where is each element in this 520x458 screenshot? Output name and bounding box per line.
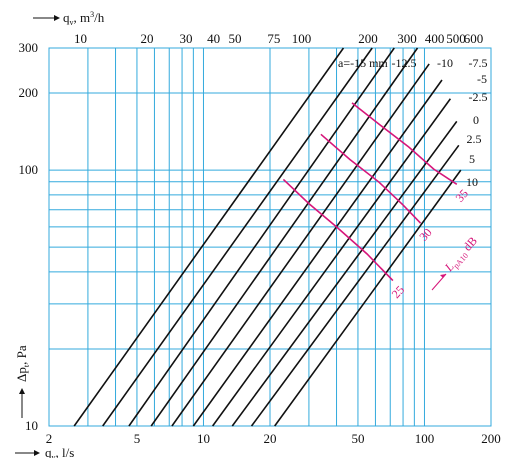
- sound-level-curve: [282, 178, 394, 282]
- series-line: [192, 79, 443, 427]
- x2-axis-arrowhead: [54, 15, 60, 21]
- x-tick-label: 50: [351, 431, 364, 446]
- x-axis-arrowhead: [34, 450, 40, 456]
- x2-tick-label: 10: [74, 31, 87, 46]
- x2-tick-label: 300: [397, 31, 417, 46]
- series-label: 10: [466, 175, 478, 189]
- y-tick-label: 10: [25, 418, 38, 433]
- x2-tick-label: 400: [425, 31, 445, 46]
- series-label: -12.5: [392, 56, 417, 70]
- series-label: -2.5: [469, 90, 488, 104]
- series-line: [102, 47, 373, 427]
- x2-tick-label: 20: [141, 31, 154, 46]
- x2-tick-label: 40: [207, 31, 220, 46]
- series-label: 2.5: [467, 132, 482, 146]
- x2-tick-label: 100: [292, 31, 312, 46]
- x2-tick-label: 30: [179, 31, 192, 46]
- y-tick-label: 200: [19, 85, 39, 100]
- sound-label-arrowhead: [440, 274, 446, 278]
- series-line: [274, 169, 462, 427]
- x2-tick-label: 600: [464, 31, 484, 46]
- x2-tick-label: 75: [267, 31, 280, 46]
- series-label: -7.5: [469, 56, 488, 70]
- x-axis-label: qv, l/s: [45, 445, 74, 458]
- axis-labels: qv, m3/h qv, l/s Δpt, Pa: [14, 10, 105, 458]
- plot-frame: [48, 47, 492, 427]
- series-line: [171, 63, 430, 427]
- series-label: -10: [437, 56, 453, 70]
- x2-tick-label: 50: [229, 31, 242, 46]
- y-tick-label: 100: [19, 162, 39, 177]
- series-line: [73, 47, 345, 427]
- x-tick-label: 100: [415, 431, 435, 446]
- series-labels: a=-15 mm -12.5 -10 -7.5 -5 -2.5 0 2.5 5 10: [338, 56, 488, 189]
- series-label: 5: [469, 152, 475, 166]
- x2-tick-label: 500: [446, 31, 466, 46]
- series-line: [211, 98, 452, 427]
- x2-axis-label: qv, m3/h: [63, 10, 105, 27]
- x-tick-label: 2: [46, 431, 53, 446]
- series-line: [231, 120, 458, 427]
- x-tick-label: 5: [134, 431, 141, 446]
- sound-level-curve: [320, 133, 422, 224]
- x2-tick-label: 200: [358, 31, 378, 46]
- sound-level-label: 25: [389, 283, 407, 301]
- y-axis-arrowhead: [19, 388, 25, 394]
- series-line: [150, 47, 419, 427]
- y-axis-label: Δpt, Pa: [14, 345, 31, 382]
- sound-level-curve: [351, 102, 458, 185]
- sound-level-label: 35: [453, 186, 471, 204]
- x-tick-label: 20: [264, 431, 277, 446]
- series-label: 0: [473, 113, 479, 127]
- grid: [48, 47, 492, 427]
- series-label: -5: [477, 72, 487, 86]
- series-label: a=-15 mm: [338, 56, 388, 70]
- y-tick-label: 300: [19, 40, 39, 55]
- series-line: [128, 47, 395, 427]
- series-line: [250, 144, 460, 427]
- series-lines: [73, 47, 462, 427]
- sound-axis-label: LpA10 dB: [441, 234, 481, 276]
- x-tick-label: 10: [197, 431, 210, 446]
- x-tick-label: 200: [481, 431, 501, 446]
